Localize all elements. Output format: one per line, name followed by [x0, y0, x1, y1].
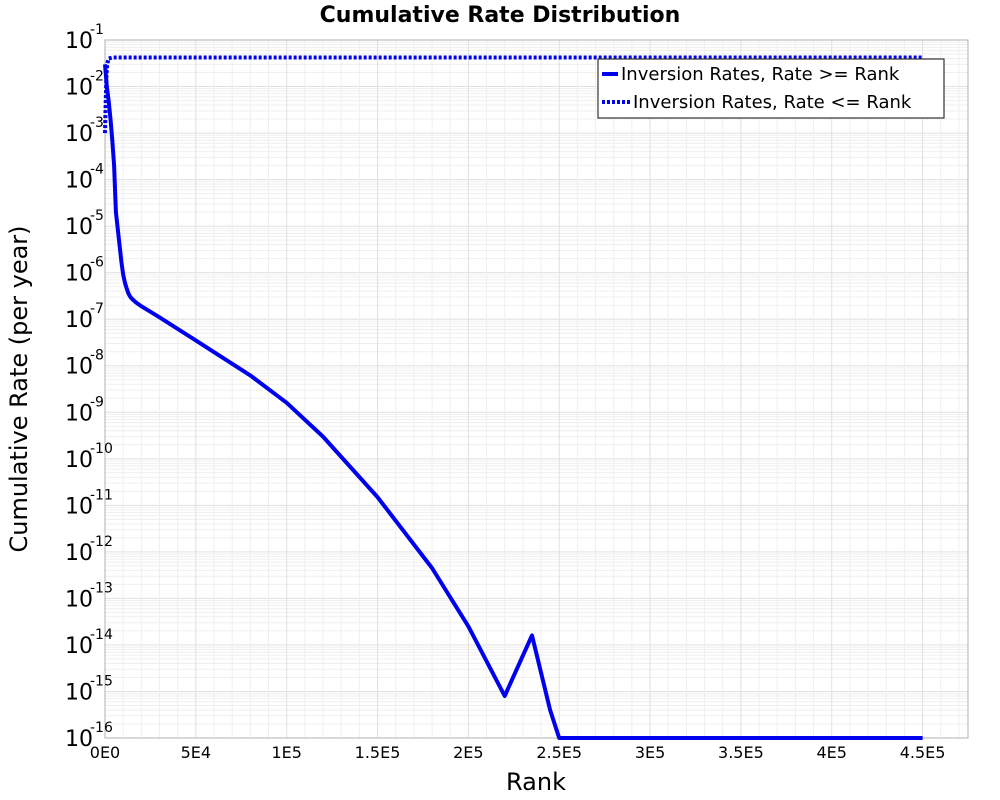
y-tick-exponent: -3 — [90, 115, 104, 131]
x-tick-label: 2.5E5 — [536, 743, 582, 762]
y-tick-base: 10 — [65, 355, 93, 380]
y-tick-exponent: -16 — [90, 720, 113, 736]
y-tick-base: 10 — [65, 448, 93, 473]
y-tick-exponent: -7 — [90, 301, 104, 317]
series-layer — [103, 55, 923, 740]
y-tick-exponent: -11 — [90, 487, 113, 503]
legend-box — [597, 58, 945, 119]
y-tick-base: 10 — [65, 29, 93, 54]
x-tick-label: 4E5 — [817, 743, 847, 762]
y-tick-exponent: -15 — [90, 673, 113, 689]
x-tick-label: 1E5 — [271, 743, 301, 762]
plot-area-border — [104, 39, 969, 739]
y-tick-exponent: -6 — [90, 255, 104, 271]
y-tick-base: 10 — [65, 262, 93, 287]
y-tick-exponent: -12 — [90, 534, 113, 550]
y-tick-exponent: -14 — [90, 627, 113, 643]
y-tick-base: 10 — [65, 308, 93, 333]
x-tick-label: 3E5 — [635, 743, 665, 762]
y-tick-base: 10 — [65, 169, 93, 194]
y-tick-base: 10 — [65, 76, 93, 101]
x-tick-label: 3.5E5 — [718, 743, 764, 762]
chart-title: Cumulative Rate Distribution — [320, 3, 681, 28]
y-tick-base: 10 — [65, 215, 93, 240]
y-tick-labels: 10-110-210-310-410-510-610-710-810-910-1… — [65, 22, 113, 752]
y-tick-base: 10 — [65, 122, 93, 147]
y-tick-exponent: -1 — [90, 22, 104, 38]
legend: Inversion Rates, Rate >= Rank Inversion … — [597, 58, 945, 119]
legend-label-rate-le-rank: Inversion Rates, Rate <= Rank — [633, 92, 912, 113]
y-axis-label: Cumulative Rate (per year) — [5, 225, 33, 552]
x-tick-label: 1.5E5 — [355, 743, 401, 762]
y-tick-exponent: -5 — [90, 208, 104, 224]
series-line-1 — [103, 55, 923, 134]
x-tick-label: 2E5 — [453, 743, 483, 762]
x-tick-label: 4.5E5 — [900, 743, 946, 762]
legend-label-rate-ge-rank: Inversion Rates, Rate >= Rank — [621, 64, 900, 85]
y-tick-exponent: -2 — [90, 69, 104, 85]
series-line-0 — [103, 64, 923, 740]
x-axis-label: Rank — [506, 768, 566, 796]
y-tick-base: 10 — [65, 541, 93, 566]
y-tick-exponent: -8 — [90, 348, 104, 364]
x-tick-labels: 0E0 5E4 1E5 1.5E5 2E5 2.5E5 3E5 3.5E5 4E5 4.5E5 — [90, 743, 946, 762]
y-tick-exponent: -9 — [90, 394, 104, 410]
y-tick-base: 10 — [65, 680, 93, 705]
y-tick-base: 10 — [65, 727, 93, 752]
x-tick-label: 5E4 — [181, 743, 211, 762]
y-tick-base: 10 — [65, 587, 93, 612]
y-tick-exponent: -4 — [90, 162, 104, 178]
y-tick-exponent: -10 — [90, 441, 113, 457]
y-tick-base: 10 — [65, 494, 93, 519]
y-tick-exponent: -13 — [90, 580, 113, 596]
y-tick-base: 10 — [65, 401, 93, 426]
y-tick-base: 10 — [65, 634, 93, 659]
x-tick-label: 0E0 — [90, 743, 120, 762]
grid — [104, 40, 968, 739]
